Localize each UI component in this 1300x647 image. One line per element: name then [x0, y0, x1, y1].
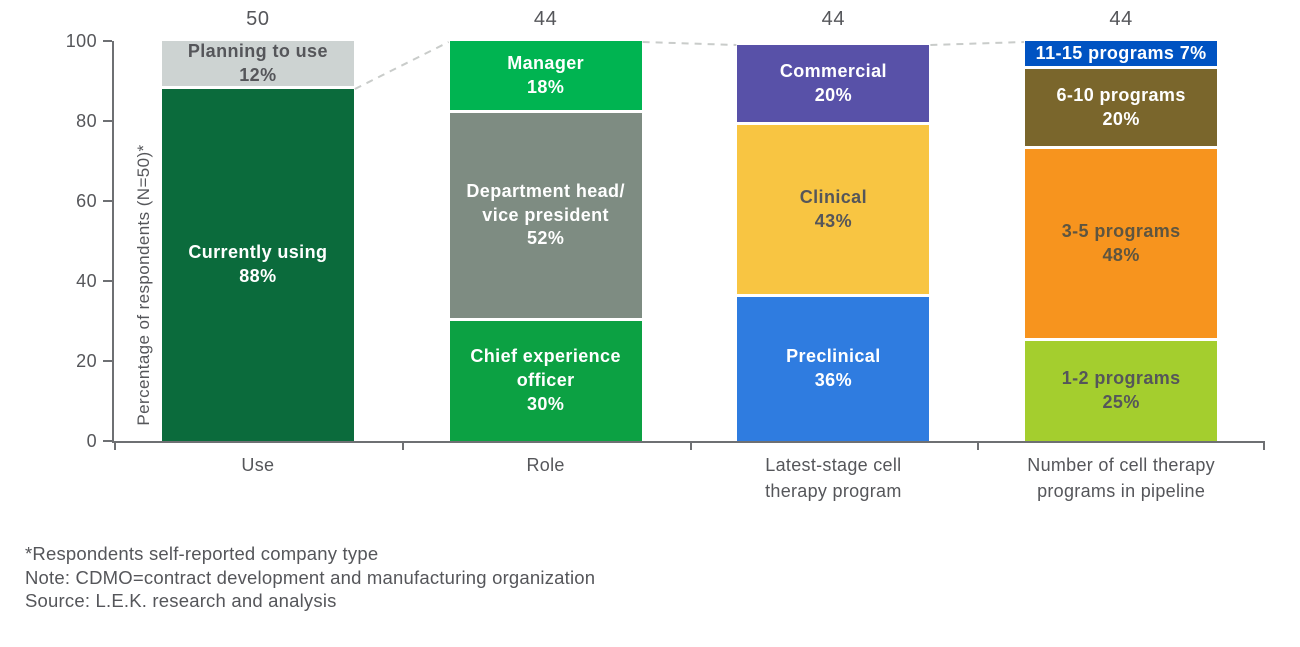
bar-n-label: 44	[821, 8, 846, 30]
x-category-label: Number of cell therapy programs in pipel…	[1027, 455, 1215, 501]
bar-n-label: 44	[1109, 8, 1133, 30]
x-category-label: Role	[526, 455, 565, 475]
bar-segment: Chief experience officer 30%	[449, 321, 642, 441]
y-tick-label: 40	[76, 271, 97, 291]
bar-segment: Clinical 43%	[737, 125, 930, 297]
x-tick-mark	[114, 441, 116, 450]
x-tick-mark	[689, 441, 692, 450]
bar-n-label: 50	[246, 8, 270, 30]
y-tick-mark	[103, 440, 112, 442]
segment-label: 3-5 programs 48%	[1061, 220, 1181, 265]
y-tick-label: 100	[65, 31, 97, 51]
segment-label: Currently using 88%	[188, 242, 328, 286]
y-tick-mark	[103, 40, 112, 42]
x-tick-mark	[1263, 441, 1265, 450]
bar-segment: 11-15 programs 7%	[1025, 41, 1218, 69]
bar-segment: 1-2 programs 25%	[1025, 341, 1218, 441]
bar-segment: Preclinical 36%	[737, 297, 930, 441]
x-category-label: Latest-stage cell therapy program	[765, 455, 902, 501]
footnote-source: Source: L.E.K. research and analysis	[25, 590, 337, 612]
segment-label: Clinical 43%	[799, 186, 867, 231]
y-tick-mark	[103, 360, 112, 362]
footnotes: *Respondents self-reported company type …	[25, 542, 595, 613]
y-tick-mark	[103, 280, 112, 282]
segment-label: Department head/ vice president 52%	[466, 180, 625, 249]
connector-line	[354, 41, 450, 90]
segment-label: 6-10 programs 20%	[1056, 84, 1186, 129]
y-tick-label: 60	[76, 191, 97, 211]
bar-segment: Department head/ vice president 52%	[449, 113, 642, 321]
bar-n-label: 44	[533, 8, 558, 30]
segment-label: Chief experience officer 30%	[470, 346, 621, 414]
bar-segment: Currently using 88%	[161, 89, 354, 441]
bar-segment: 6-10 programs 20%	[1025, 69, 1218, 149]
segment-label: Preclinical 36%	[786, 346, 881, 390]
segment-label: 11-15 programs 7%	[1035, 42, 1207, 63]
bar-segment: Planning to use 12%	[161, 40, 354, 89]
footnote-note: Note: CDMO=contract development and manu…	[25, 566, 596, 588]
bar-segment: Manager 18%	[449, 41, 642, 113]
y-tick-label: 0	[86, 431, 97, 451]
footnote-respondents: *Respondents self-reported company type	[25, 543, 379, 564]
segment-label: Planning to use 12%	[187, 40, 328, 85]
segment-label: 1-2 programs 25%	[1061, 368, 1181, 412]
y-tick-label: 80	[76, 111, 97, 131]
connector-line	[642, 41, 737, 46]
y-tick-mark	[103, 200, 112, 202]
x-category-label: Use	[241, 455, 275, 475]
x-tick-mark	[401, 441, 404, 450]
x-tick-mark	[977, 441, 980, 450]
bar-segment: Commercial 20%	[737, 45, 930, 125]
y-axis-title: Percentage of respondents (N=50)*	[134, 144, 153, 426]
bar-segment: 3-5 programs 48%	[1025, 149, 1218, 341]
segment-label: Manager 18%	[507, 52, 585, 97]
connector-line	[930, 41, 1025, 46]
segment-label: Commercial 20%	[779, 60, 887, 105]
y-tick-label: 20	[76, 351, 97, 371]
plot-area: Percentage of respondents (N=50)* 0 20 40 6…	[66, 8, 1265, 501]
y-tick-mark	[103, 120, 112, 122]
